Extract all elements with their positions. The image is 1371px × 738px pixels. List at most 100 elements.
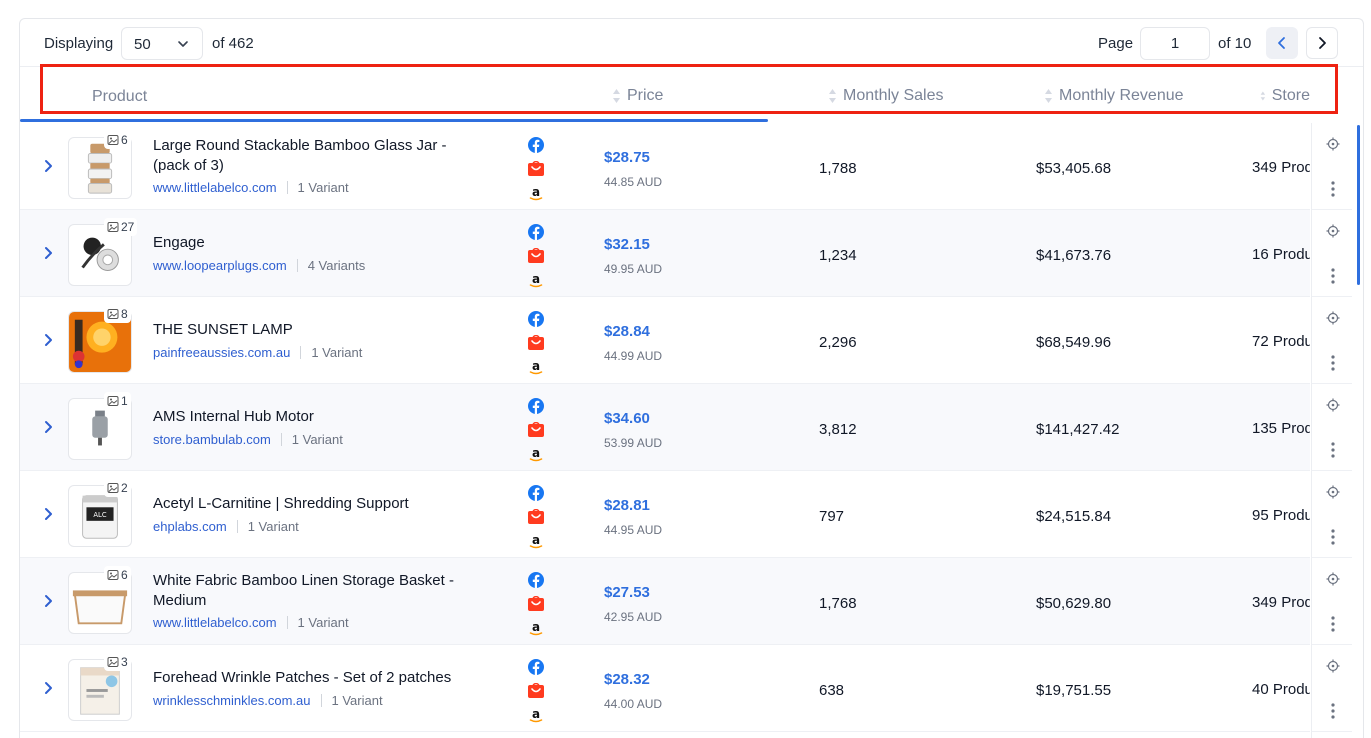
more-options-icon[interactable] — [1331, 529, 1335, 545]
store-link[interactable]: www.littlelabelco.com — [153, 615, 277, 630]
image-count-badge: 1 — [104, 392, 131, 410]
sort-icon — [1045, 89, 1052, 103]
table-row[interactable]: 6 Large Round Stackable Bamboo Glass Jar … — [20, 123, 1310, 210]
ad-source-icons: a — [528, 311, 546, 383]
column-header-monthly-revenue[interactable]: Monthly Revenue — [1044, 87, 1184, 105]
table-row[interactable]: 8 THE SUNSET LAMP painfreeaussies.com.au 1 … — [20, 297, 1310, 384]
chevron-right-icon[interactable] — [41, 594, 55, 608]
store-product-count: 135 Products — [1252, 420, 1310, 437]
amazon-icon: a — [529, 707, 543, 723]
track-target-icon[interactable] — [1326, 311, 1340, 325]
product-title[interactable]: Acetyl L-Carnitine | Shredding Support — [153, 495, 409, 512]
store-link[interactable]: ehplabs.com — [153, 519, 227, 534]
horizontal-scroll-indicator[interactable] — [20, 119, 768, 122]
variant-count: 1 Variant — [291, 432, 343, 447]
table-row[interactable]: 27 Engage www.loopearplugs.com 4 Variants a $… — [20, 210, 1310, 297]
ad-source-icons: a — [528, 659, 546, 731]
store-product-count: 349 Products — [1252, 159, 1310, 176]
more-options-icon[interactable] — [1331, 616, 1335, 632]
image-icon — [107, 135, 119, 145]
column-header-monthly-sales[interactable]: Monthly Sales — [828, 87, 944, 105]
image-count-badge: 3 — [104, 653, 131, 671]
table-row[interactable]: 6 White Fabric Bamboo Linen Storage Baske… — [20, 558, 1310, 645]
product-thumbnail[interactable] — [68, 311, 132, 373]
table-row[interactable]: 1 AMS Internal Hub Motor store.bambulab.co… — [20, 384, 1310, 471]
sort-icon — [1260, 91, 1266, 101]
product-thumbnail[interactable]: ALC — [68, 485, 132, 547]
monthly-sales: 797 — [819, 508, 845, 525]
chevron-right-icon[interactable] — [41, 333, 55, 347]
more-options-icon[interactable] — [1331, 703, 1335, 719]
aliexpress-icon — [528, 161, 544, 176]
image-icon — [107, 396, 119, 406]
track-target-icon[interactable] — [1326, 659, 1340, 673]
image-count-badge: 6 — [104, 131, 131, 149]
more-options-icon[interactable] — [1331, 355, 1335, 371]
chevron-right-icon[interactable] — [41, 681, 55, 695]
store-product-count: 349 Products — [1252, 594, 1310, 611]
product-title[interactable]: Forehead Wrinkle Patches - Set of 2 patc… — [153, 669, 452, 686]
track-target-icon[interactable] — [1326, 572, 1340, 586]
more-options-icon[interactable] — [1331, 268, 1335, 284]
product-thumbnail[interactable] — [68, 572, 132, 634]
track-target-icon[interactable] — [1326, 224, 1340, 238]
next-page-button[interactable] — [1306, 27, 1338, 59]
column-header-store[interactable]: Store — [1260, 87, 1310, 105]
image-count: 8 — [121, 307, 128, 321]
store-link[interactable]: wrinklesschminkles.com.au — [153, 693, 311, 708]
product-title[interactable]: AMS Internal Hub Motor — [153, 408, 314, 425]
table-row[interactable]: 3 Forehead Wrinkle Patches - Set of 2 pat… — [20, 645, 1310, 732]
page-number-input[interactable] — [1140, 27, 1210, 60]
column-label-product: Product — [92, 88, 148, 105]
track-target-icon[interactable] — [1326, 398, 1340, 412]
row-action-cell — [1312, 123, 1352, 210]
chevron-right-icon[interactable] — [41, 420, 55, 434]
price-aud: 53.99 AUD — [604, 436, 663, 450]
image-icon — [107, 657, 119, 667]
products-table-panel: Displaying 50 of 462 Page of 10 Product … — [19, 18, 1364, 738]
price-usd: $28.81 — [604, 497, 650, 514]
per-page-select[interactable]: 50 — [121, 27, 203, 60]
product-meta: wrinklesschminkles.com.au 1 Variant — [153, 693, 383, 708]
product-title[interactable]: White Fabric Bamboo Linen Storage Basket… — [153, 572, 454, 609]
store-link[interactable]: painfreeaussies.com.au — [153, 345, 291, 360]
store-link[interactable]: store.bambulab.com — [153, 432, 271, 447]
previous-page-button[interactable] — [1266, 27, 1298, 59]
column-header-price[interactable]: Price — [612, 87, 663, 105]
more-options-icon[interactable] — [1331, 442, 1335, 458]
amazon-icon: a — [529, 272, 543, 288]
variant-count: 1 Variant — [297, 615, 349, 630]
monthly-sales: 1,768 — [819, 595, 857, 612]
store-link[interactable]: www.loopearplugs.com — [153, 258, 287, 273]
column-label-monthly-revenue: Monthly Revenue — [1059, 87, 1184, 104]
ad-source-icons: a — [528, 485, 546, 557]
image-count: 3 — [121, 655, 128, 669]
image-count: 6 — [121, 133, 128, 147]
vertical-scrollbar[interactable] — [1357, 125, 1360, 285]
table-row[interactable]: ALC 2 Acetyl L-Carnitine | Shredding Suppo… — [20, 471, 1310, 558]
aliexpress-icon — [528, 596, 544, 611]
product-title[interactable]: THE SUNSET LAMP — [153, 321, 293, 338]
product-title[interactable]: Engage — [153, 234, 205, 251]
monthly-sales: 1,788 — [819, 160, 857, 177]
column-header-product[interactable]: Product — [92, 88, 147, 106]
product-title[interactable]: Large Round Stackable Bamboo Glass Jar -… — [153, 137, 447, 174]
facebook-icon — [528, 659, 544, 675]
store-product-count: 16 Products — [1252, 246, 1310, 263]
track-target-icon[interactable] — [1326, 137, 1340, 151]
chevron-right-icon[interactable] — [41, 246, 55, 260]
image-count: 1 — [121, 394, 128, 408]
more-options-icon[interactable] — [1331, 181, 1335, 197]
product-thumbnail[interactable] — [68, 137, 132, 199]
row-actions-column — [1311, 123, 1352, 738]
track-target-icon[interactable] — [1326, 485, 1340, 499]
image-count-badge: 6 — [104, 566, 131, 584]
price-aud: 44.85 AUD — [604, 175, 663, 189]
column-label-price: Price — [627, 87, 664, 104]
store-link[interactable]: www.littlelabelco.com — [153, 180, 277, 195]
chevron-right-icon[interactable] — [41, 159, 55, 173]
amazon-icon: a — [529, 446, 543, 462]
image-icon — [107, 570, 119, 580]
variant-count: 1 Variant — [311, 345, 363, 360]
chevron-right-icon[interactable] — [41, 507, 55, 521]
